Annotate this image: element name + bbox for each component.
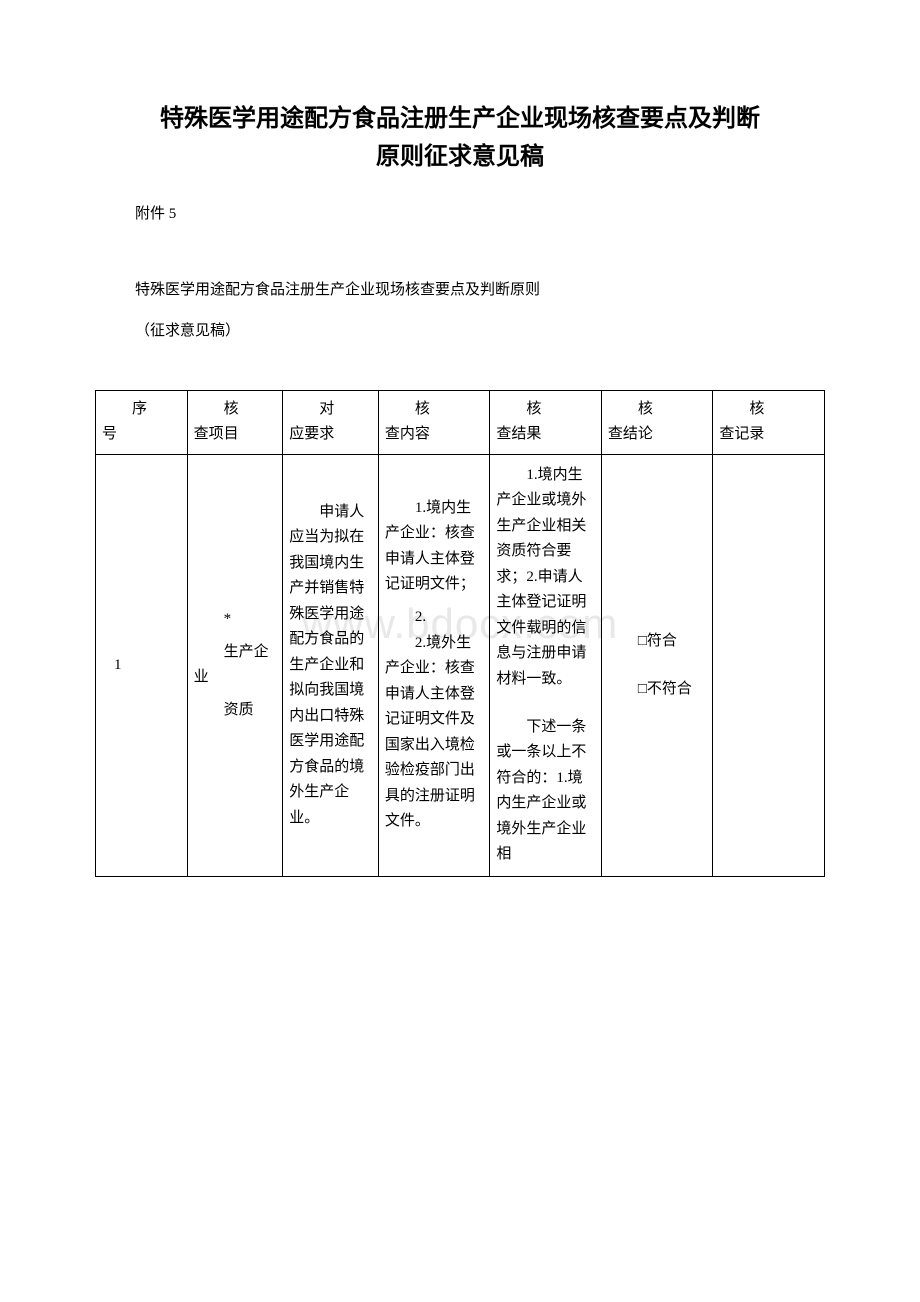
header-seq: 序号: [96, 390, 188, 454]
cell-req: 申请人应当为拟在我国境内生产并销售特殊医学用途配方食品的生产企业和拟向我国境内出…: [283, 454, 379, 876]
table-row: 1 * 生产企业 资质 申请人应当为拟在我国境内生产并销售特殊医学用途配方食品的…: [96, 454, 825, 876]
header-req: 对应要求: [283, 390, 379, 454]
header-item: 核查项目: [187, 390, 283, 454]
attachment-label: 附件 5: [135, 202, 825, 223]
title-line-2: 原则征求意见稿: [376, 143, 544, 170]
header-conclusion: 核查结论: [601, 390, 713, 454]
header-result: 核查结果: [490, 390, 602, 454]
cell-record: [713, 454, 825, 876]
cell-content: 1.境内生产企业：核查申请人主体登记证明文件； 2. 2.境外生产企业：核查申请…: [378, 454, 490, 876]
draft-note: （征求意见稿）: [135, 319, 825, 340]
inspection-table: 序号 核查项目 对应要求 核查内容 核查结果 核查结论 核查记录 1 * 生产企…: [95, 390, 825, 877]
cell-result: 1.境内生产企业或境外生产企业相关资质符合要求；2.申请人主体登记证明文件载明的…: [490, 454, 602, 876]
table-header-row: 序号 核查项目 对应要求 核查内容 核查结果 核查结论 核查记录: [96, 390, 825, 454]
document-title: 特殊医学用途配方食品注册生产企业现场核查要点及判断 原则征求意见稿: [95, 100, 825, 177]
header-record: 核查记录: [713, 390, 825, 454]
document-subtitle: 特殊医学用途配方食品注册生产企业现场核查要点及判断原则: [135, 278, 825, 299]
document-content: 特殊医学用途配方食品注册生产企业现场核查要点及判断 原则征求意见稿 附件 5 特…: [95, 100, 825, 877]
cell-item: * 生产企业 资质: [187, 454, 283, 876]
title-line-1: 特殊医学用途配方食品注册生产企业现场核查要点及判断: [160, 105, 760, 132]
header-content: 核查内容: [378, 390, 490, 454]
cell-seq: 1: [96, 454, 188, 876]
cell-conclusion: □符合 □不符合: [601, 454, 713, 876]
